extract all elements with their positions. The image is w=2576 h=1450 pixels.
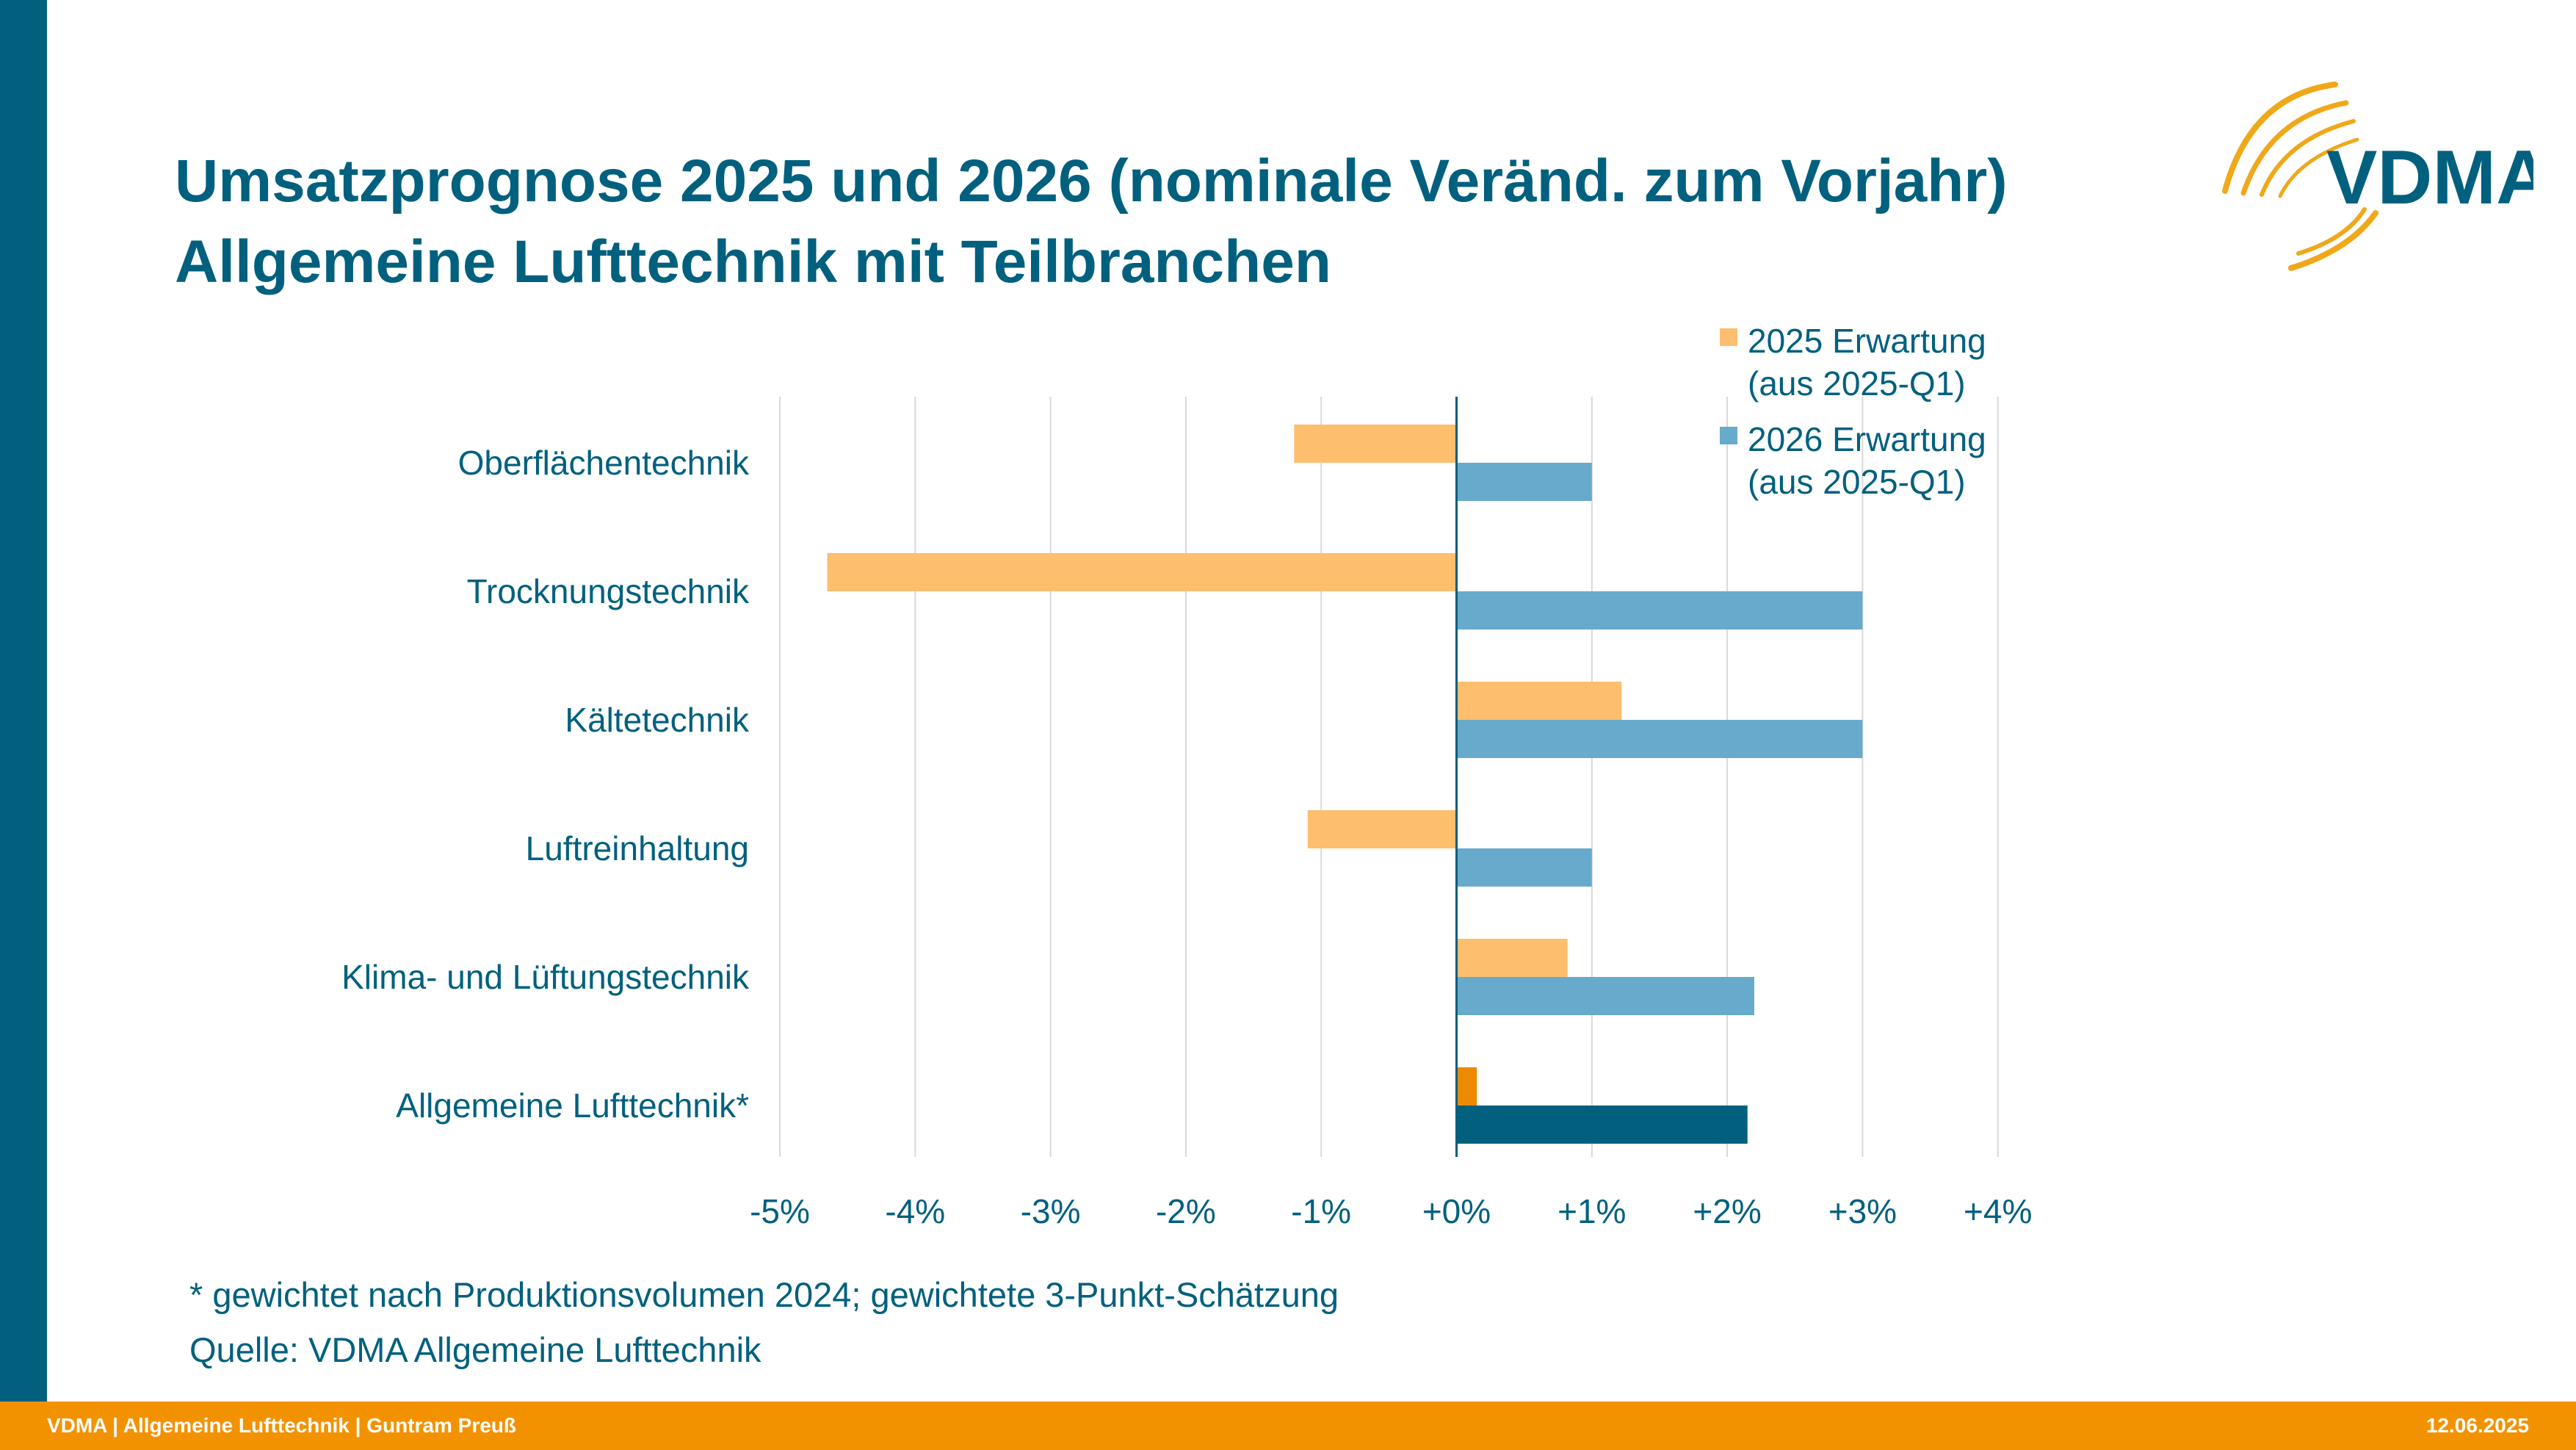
bar-2025 [1307, 810, 1457, 848]
source-note: Quelle: VDMA Allgemeine Lufttechnik [189, 1330, 761, 1369]
category-label: Klima- und Lüftungstechnik [341, 958, 750, 996]
category-label: Oberflächentechnik [458, 444, 750, 482]
bar-2026 [1456, 463, 1592, 501]
legend-label: (aus 2025-Q1) [1748, 463, 1966, 501]
logo-text: VDMA [2326, 135, 2533, 220]
footer-date: 12.06.2025 [2425, 1414, 2529, 1437]
x-tick-label: -5% [750, 1192, 810, 1230]
footnote: * gewichtet nach Produktionsvolumen 2024… [189, 1275, 1339, 1314]
legend-swatch [1720, 427, 1737, 444]
title-line-1: Umsatzprognose 2025 und 2026 (nominale V… [175, 148, 2008, 214]
x-tick-label: -1% [1291, 1192, 1351, 1230]
legend: 2025 Erwartung (aus 2025-Q1) 2026 Erwartun… [1720, 322, 1986, 501]
legend-swatch [1720, 328, 1737, 346]
vdma-logo: VDMA [2222, 82, 2533, 271]
bar-2026 [1456, 720, 1863, 758]
category-label: Trocknungstechnik [467, 572, 750, 610]
x-tick-label: +2% [1693, 1192, 1761, 1230]
x-tick-label: +1% [1557, 1192, 1626, 1230]
legend-label: (aus 2025-Q1) [1748, 364, 1966, 403]
category-label: Luftreinhaltung [526, 829, 749, 868]
category-labels: Oberflächentechnik Trocknungstechnik Kälte… [341, 444, 750, 1125]
bar-2025 [1294, 425, 1457, 463]
x-tick-label: +0% [1422, 1192, 1491, 1230]
x-tick-label: -4% [885, 1192, 945, 1230]
bar-2026 [1456, 848, 1592, 887]
x-tick-label: +3% [1828, 1192, 1897, 1230]
footer-text: VDMA | Allgemeine Lufttechnik | Guntram … [47, 1414, 516, 1437]
page-title: Umsatzprognose 2025 und 2026 (nominale V… [175, 141, 2008, 303]
x-tick-labels: -5% -4% -3% -2% -1% +0% +1% +2% +3% +4% [750, 1192, 2032, 1230]
bar-2026 [1456, 977, 1754, 1015]
footer-bar: VDMA | Allgemeine Lufttechnik | Guntram … [0, 1402, 2576, 1450]
category-label: Kältetechnik [565, 701, 750, 739]
logo-arcs [2222, 82, 2378, 271]
x-tick-label: -2% [1156, 1192, 1216, 1230]
bar-2026 [1456, 591, 1863, 630]
bar-2025 [1456, 682, 1622, 720]
category-label: Allgemeine Lufttechnik* [396, 1086, 749, 1125]
x-tick-label: -3% [1021, 1192, 1081, 1230]
side-accent-bar [0, 0, 47, 1402]
grid-lines [779, 397, 1999, 1157]
bars [827, 425, 1863, 1144]
x-tick-label: +4% [1964, 1192, 2032, 1230]
title-line-2: Allgemeine Lufttechnik mit Teilbranchen [175, 228, 1331, 295]
legend-label: 2026 Erwartung [1748, 420, 1986, 458]
legend-label: 2025 Erwartung [1748, 322, 1986, 360]
bar-2025 [1456, 1067, 1477, 1105]
bar-2026 [1456, 1105, 1748, 1144]
bar-2025 [1456, 939, 1568, 977]
bar-2025 [827, 553, 1457, 591]
